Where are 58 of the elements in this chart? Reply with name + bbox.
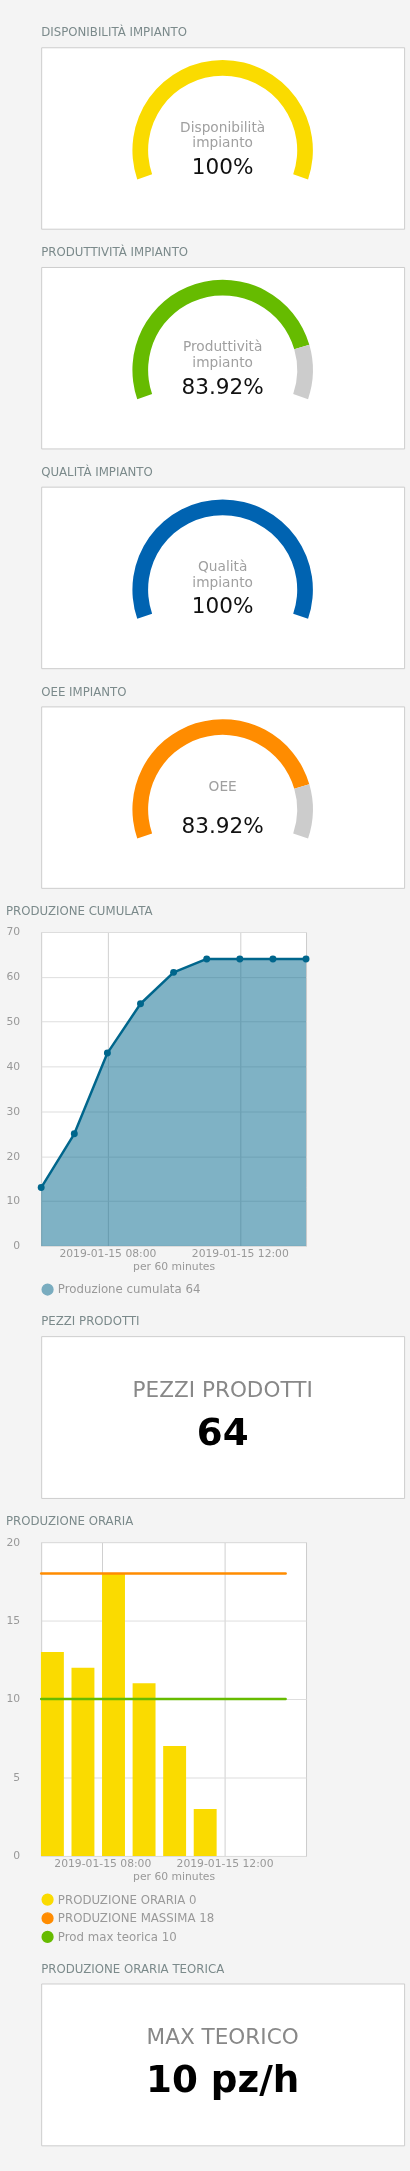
- point: [302, 955, 310, 963]
- chart-title: PRODUZIONE CUMULATA: [5, 904, 153, 919]
- point: [70, 1130, 78, 1138]
- x-tick-label: 2019-01-15 08:00: [59, 1247, 157, 1261]
- point: [236, 955, 244, 963]
- text: 83.92%: [181, 812, 264, 838]
- x-tick-label: 2019-01-15 12:00: [191, 1247, 289, 1261]
- chart-title: QUALITÀ IMPIANTO: [41, 463, 153, 479]
- text: 100%: [191, 153, 254, 179]
- legend-label: Produzione cumulata 64: [57, 1282, 201, 1297]
- legend-label: Prod max teorica 10: [57, 1929, 177, 1944]
- text: Produttività impianto: [182, 338, 263, 371]
- text: MAX TEORICO: [146, 2024, 299, 2050]
- x-axis-title: per 60 minutes: [133, 1870, 216, 1884]
- y-tick-label: 60: [6, 970, 21, 984]
- text: 100%: [191, 593, 254, 619]
- y-tick-label: 50: [6, 1015, 21, 1029]
- y-tick-label: 30: [6, 1104, 21, 1118]
- bar: [193, 1808, 217, 1856]
- text: OEE: [208, 777, 237, 794]
- bar: [163, 1746, 187, 1856]
- text: Disponibilità impianto: [180, 118, 266, 151]
- legend-label: PRODUZIONE MASSIMA 18: [57, 1911, 215, 1926]
- y-tick-label: 0: [13, 1849, 21, 1863]
- text: PRODUZIONE ORARIA TEORICA: [41, 1961, 225, 1976]
- y-tick-label: 15: [6, 1614, 21, 1627]
- y-tick-label: 10: [6, 1692, 21, 1706]
- y-tick-label: 40: [6, 1059, 21, 1073]
- text: 83.92%: [181, 373, 264, 399]
- text: 64: [196, 1410, 249, 1454]
- point: [103, 1049, 111, 1057]
- x-tick-label: 2019-01-15 12:00: [176, 1857, 274, 1871]
- bar: [71, 1667, 95, 1856]
- point: [269, 955, 277, 963]
- legend-label: PRODUZIONE ORARIA 0: [57, 1892, 197, 1907]
- y-tick-label: 10: [6, 1194, 21, 1208]
- y-tick-label: 0: [13, 1239, 21, 1253]
- text: 10 pz/h: [145, 2057, 300, 2102]
- text: Qualità impianto: [192, 558, 253, 590]
- chart-title: PRODUTTIVITÀ IMPIANTO: [41, 244, 189, 260]
- text: PEZZI PRODOTTI: [132, 1376, 313, 1402]
- bar: [40, 1651, 64, 1856]
- y-tick-label: 5: [13, 1770, 21, 1784]
- point: [203, 955, 211, 963]
- bar: [102, 1573, 125, 1856]
- chart-title: OEE IMPIANTO: [41, 684, 127, 699]
- bar: [132, 1683, 156, 1856]
- x-tick-label: 2019-01-15 08:00: [54, 1857, 152, 1871]
- text: PEZZI PRODOTTI: [41, 1314, 140, 1329]
- point: [37, 1184, 45, 1192]
- x-axis-title: per 60 minutes: [133, 1259, 216, 1273]
- point: [137, 1000, 144, 1008]
- chart-title: DISPONIBILITÀ IMPIANTO: [41, 24, 187, 40]
- y-tick-label: 20: [6, 1149, 21, 1163]
- y-tick-label: 20: [6, 1535, 21, 1549]
- y-tick-label: 70: [6, 925, 21, 939]
- chart-title: PRODUZIONE ORARIA: [5, 1514, 134, 1529]
- point: [170, 968, 178, 976]
